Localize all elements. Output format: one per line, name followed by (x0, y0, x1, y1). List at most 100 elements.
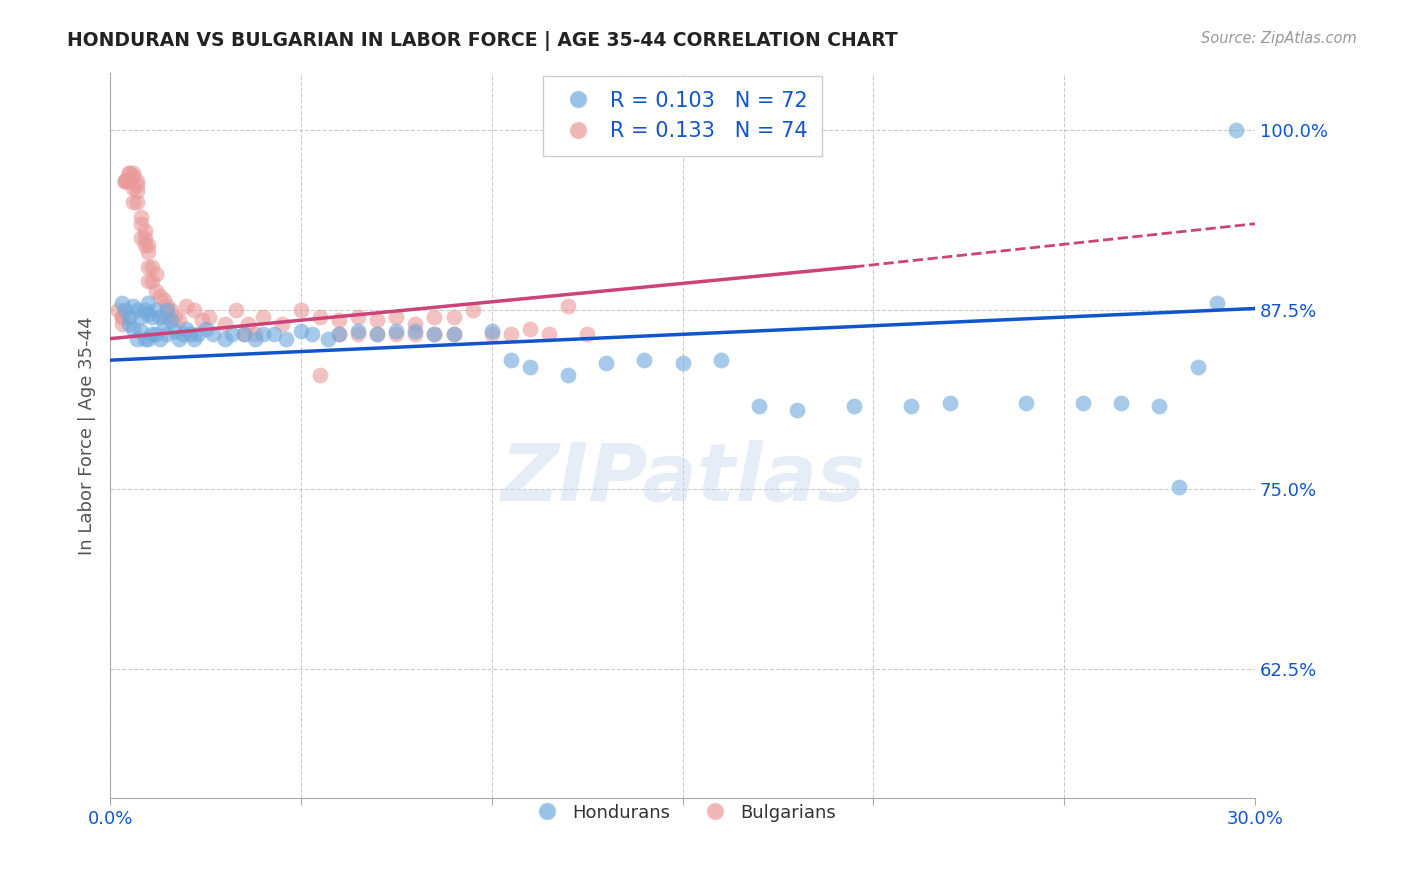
Point (122, 167, 145, 181)
Point (1225, 123, 1247, 137)
Point (125, 302, 148, 317)
Point (938, 396, 960, 410)
Point (499, 353, 522, 368)
Point (141, 274, 163, 288)
Legend: Hondurans, Bulgarians: Hondurans, Bulgarians (522, 797, 844, 829)
Point (118, 174, 141, 188)
Point (198, 310, 221, 324)
Point (110, 310, 132, 324)
Point (301, 327, 323, 342)
Point (404, 325, 426, 339)
Point (134, 332, 156, 346)
Point (156, 299, 179, 313)
Point (1187, 360, 1209, 375)
Point (149, 332, 172, 346)
Point (156, 302, 179, 317)
Point (118, 167, 141, 181)
Point (328, 327, 350, 342)
Text: Source: ZipAtlas.com: Source: ZipAtlas.com (1201, 31, 1357, 46)
Point (110, 310, 132, 324)
Point (710, 353, 733, 368)
Point (141, 260, 163, 274)
Point (167, 332, 190, 346)
Point (110, 318, 132, 332)
Point (225, 302, 247, 317)
Point (221, 327, 243, 342)
Point (110, 295, 132, 310)
Point (1111, 396, 1133, 410)
Point (134, 238, 156, 252)
Point (118, 310, 141, 324)
Point (347, 310, 370, 324)
Point (176, 299, 198, 313)
Point (125, 174, 148, 188)
Point (1149, 399, 1171, 413)
Point (385, 325, 408, 339)
Point (136, 295, 159, 310)
Y-axis label: In Labor Force | Age 35-44: In Labor Force | Age 35-44 (79, 317, 96, 555)
Point (309, 368, 332, 382)
Point (1205, 295, 1227, 310)
Point (366, 327, 388, 342)
Point (461, 302, 484, 317)
Point (114, 174, 136, 188)
Point (557, 299, 579, 313)
Point (129, 325, 152, 339)
Point (214, 332, 236, 346)
Point (122, 321, 145, 335)
Point (328, 313, 350, 327)
Point (141, 310, 163, 324)
Point (136, 274, 159, 288)
Point (252, 310, 274, 324)
Point (125, 184, 148, 198)
Point (183, 302, 205, 317)
Point (187, 327, 209, 342)
Point (163, 310, 186, 324)
Point (129, 231, 152, 245)
Point (118, 167, 141, 181)
Point (748, 399, 770, 413)
Point (595, 356, 617, 370)
Point (243, 332, 266, 346)
Point (786, 403, 808, 417)
Point (443, 327, 465, 342)
Point (156, 310, 179, 324)
Point (423, 310, 446, 324)
Point (557, 368, 579, 382)
Point (633, 353, 655, 368)
Point (232, 327, 254, 342)
Text: ZIPatlas: ZIPatlas (501, 440, 865, 518)
Point (290, 325, 312, 339)
Point (347, 327, 370, 342)
Point (316, 332, 339, 346)
Point (214, 318, 236, 332)
Point (385, 327, 408, 342)
Point (499, 327, 522, 342)
Point (136, 245, 159, 260)
Point (404, 327, 426, 342)
Point (129, 210, 152, 224)
Point (270, 318, 292, 332)
Point (190, 313, 212, 327)
Point (149, 310, 172, 324)
Point (136, 307, 159, 321)
Point (145, 267, 167, 281)
Point (537, 327, 560, 342)
Point (167, 313, 190, 327)
Point (385, 310, 408, 324)
Point (136, 332, 159, 346)
Point (1167, 479, 1189, 493)
Point (423, 327, 446, 342)
Point (183, 332, 205, 346)
Point (481, 325, 503, 339)
Point (194, 321, 217, 335)
Point (125, 195, 148, 210)
Point (252, 327, 274, 342)
Point (136, 260, 159, 274)
Point (328, 327, 350, 342)
Point (274, 332, 297, 346)
Point (156, 327, 179, 342)
Point (290, 302, 312, 317)
Point (134, 302, 156, 317)
Point (519, 360, 541, 375)
